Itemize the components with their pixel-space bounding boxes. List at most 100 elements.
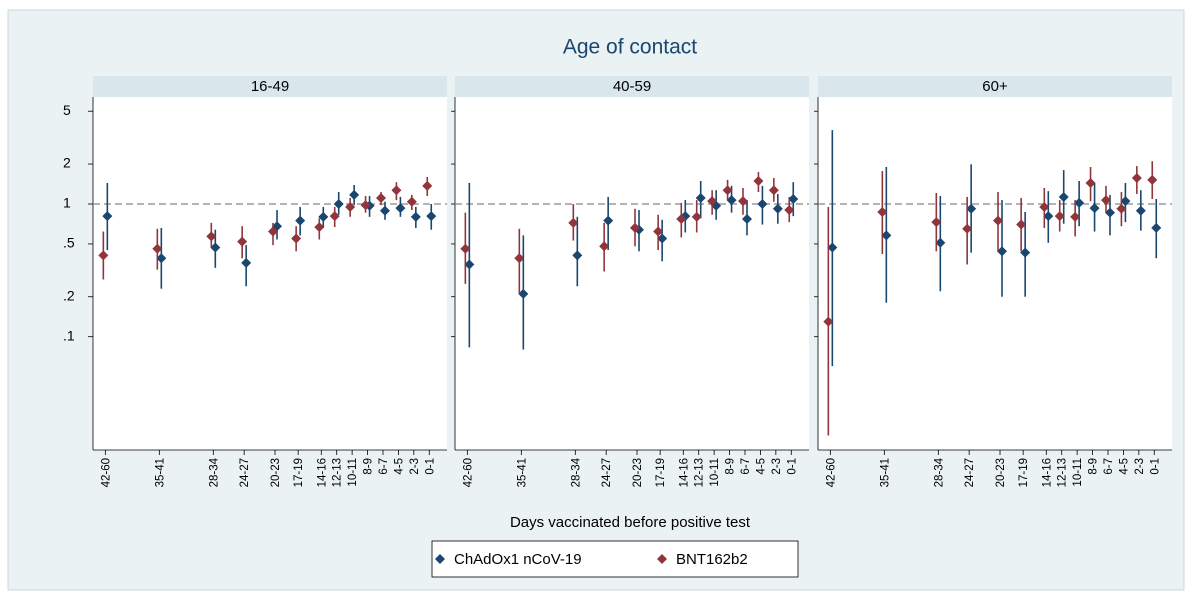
x-tick-label: 14-16 — [1041, 458, 1053, 487]
point-estimate — [653, 226, 664, 237]
point-estimate — [237, 236, 248, 247]
x-tick-label: 10-11 — [1072, 458, 1084, 487]
x-tick-label: 35-41 — [516, 458, 528, 487]
point-estimate — [788, 194, 799, 205]
point-estimate — [1054, 211, 1065, 222]
x-tick-label: 2-3 — [771, 458, 783, 475]
point-estimate — [737, 196, 748, 207]
x-tick-label: 0-1 — [786, 458, 798, 475]
x-tick-label: 24-27 — [239, 458, 251, 487]
y-tick-label: 5 — [63, 102, 71, 118]
point-estimate — [1085, 177, 1096, 188]
y-tick-label: .1 — [63, 327, 75, 343]
x-tick-label: 4-5 — [1118, 458, 1130, 475]
x-tick-label: 20-23 — [995, 458, 1007, 487]
point-estimate — [395, 203, 406, 214]
point-estimate — [741, 214, 752, 225]
point-estimate — [268, 226, 279, 237]
x-tick-label: 0-1 — [424, 458, 436, 475]
panel-plot-area — [818, 97, 1172, 450]
point-estimate — [784, 205, 795, 216]
point-estimate — [599, 241, 610, 252]
point-estimate — [1100, 195, 1111, 206]
point-estimate — [695, 192, 706, 203]
x-tick-label: 28-34 — [570, 457, 582, 487]
point-estimate — [877, 207, 888, 218]
legend — [431, 540, 799, 578]
x-tick-label: 35-41 — [879, 458, 891, 487]
y-tick-label: .2 — [63, 287, 75, 303]
point-estimate — [360, 200, 371, 211]
x-tick-label: 8-9 — [1088, 458, 1100, 475]
point-estimate — [722, 185, 733, 196]
x-tick-label: 12-13 — [1057, 458, 1069, 487]
point-estimate — [707, 196, 718, 207]
x-tick-label: 24-27 — [964, 458, 976, 487]
point-estimate — [1135, 205, 1146, 216]
point-estimate — [345, 201, 356, 212]
x-tick-label: 17-19 — [655, 458, 667, 487]
x-tick-label: 12-13 — [332, 458, 344, 487]
point-estimate — [568, 217, 579, 228]
point-estimate — [295, 215, 306, 226]
point-estimate — [426, 211, 437, 222]
point-estimate — [1089, 203, 1100, 214]
x-tick-label: 2-3 — [1134, 458, 1146, 475]
point-estimate — [1131, 172, 1142, 183]
x-tick-label: 20-23 — [632, 458, 644, 487]
legend-marker — [657, 554, 667, 564]
x-tick-label: 42-60 — [462, 458, 474, 487]
panel-plot-area — [93, 97, 447, 450]
panel-header — [818, 76, 1172, 97]
x-tick-label: 12-13 — [694, 458, 706, 487]
x-tick-label: 35-41 — [154, 458, 166, 487]
point-estimate — [753, 176, 764, 187]
point-estimate — [726, 195, 737, 206]
point-estimate — [1058, 191, 1069, 202]
point-estimate — [518, 288, 529, 299]
point-estimate — [993, 215, 1004, 226]
point-estimate — [1116, 203, 1127, 214]
x-tick-label: 10-11 — [709, 458, 721, 487]
x-tick-label: 28-34 — [208, 457, 220, 487]
x-tick-label: 6-7 — [1103, 458, 1115, 475]
x-axis-title: Days vaccinated before positive test — [510, 514, 751, 531]
point-estimate — [997, 246, 1008, 257]
point-estimate — [1151, 222, 1162, 233]
y-tick-label: 2 — [63, 155, 71, 171]
point-estimate — [102, 211, 113, 222]
point-estimate — [691, 211, 702, 222]
point-estimate — [1120, 196, 1131, 207]
point-estimate — [375, 192, 386, 203]
legend-label: BNT162b2 — [676, 551, 748, 568]
y-tick-label: .5 — [63, 235, 75, 251]
panel-title: 40-59 — [613, 78, 651, 95]
point-estimate — [464, 259, 475, 270]
x-tick-label: 42-60 — [100, 458, 112, 487]
point-estimate — [460, 243, 471, 254]
x-tick-label: 14-16 — [678, 458, 690, 487]
x-tick-label: 8-9 — [363, 458, 375, 475]
x-tick-label: 4-5 — [755, 458, 767, 475]
point-estimate — [1039, 201, 1050, 212]
point-estimate — [391, 185, 402, 196]
point-estimate — [823, 316, 834, 327]
point-estimate — [156, 253, 167, 264]
panel-plot-area — [455, 97, 809, 450]
point-estimate — [514, 253, 525, 264]
point-estimate — [1104, 207, 1115, 218]
panel-header — [455, 76, 809, 97]
x-tick-label: 17-19 — [293, 458, 305, 487]
legend-marker — [435, 554, 445, 564]
point-estimate — [1016, 219, 1027, 230]
point-estimate — [318, 211, 329, 222]
x-tick-label: 17-19 — [1018, 458, 1030, 487]
point-estimate — [657, 233, 668, 244]
point-estimate — [768, 185, 779, 196]
x-tick-label: 2-3 — [409, 458, 421, 475]
point-estimate — [630, 222, 641, 233]
point-estimate — [410, 211, 421, 222]
point-estimate — [962, 223, 973, 234]
point-estimate — [206, 231, 217, 242]
